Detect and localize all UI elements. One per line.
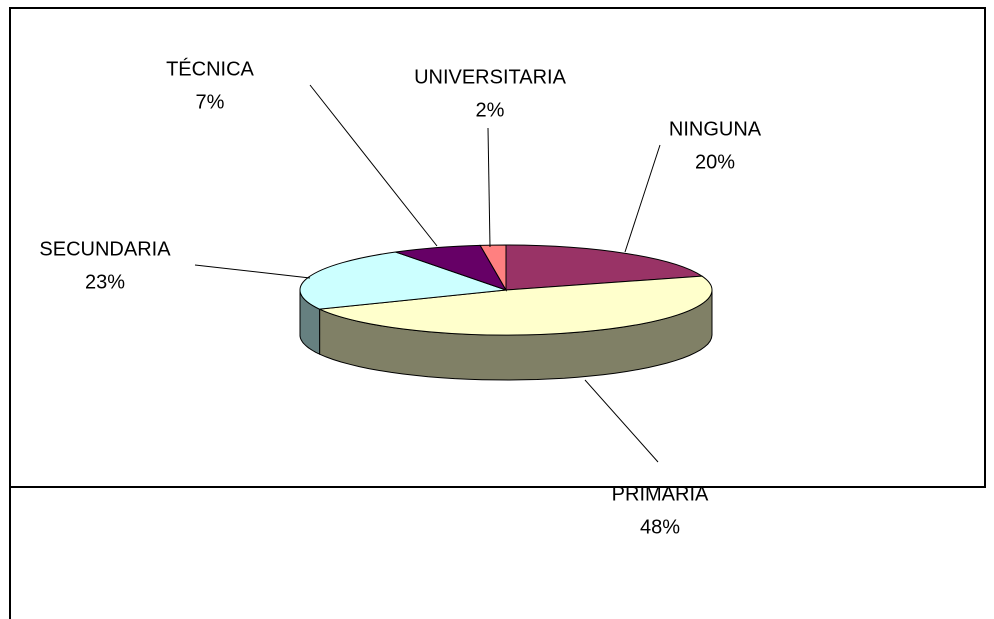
slice-value-label: 2%	[476, 99, 505, 121]
leader-line	[309, 84, 438, 247]
slice-value-label: 20%	[695, 151, 735, 173]
slice	[317, 275, 713, 336]
leader-line	[487, 127, 491, 248]
slice-label: PRIMARIA	[612, 483, 709, 505]
slice-label: SECUNDARIA	[39, 238, 171, 260]
slice-label: NINGUNA	[669, 118, 762, 140]
slice-value-label: 48%	[640, 516, 680, 538]
leader-line	[194, 264, 311, 279]
slice	[505, 244, 704, 291]
slice-label: UNIVERSITARIA	[414, 66, 567, 88]
leader-line	[624, 144, 661, 253]
leader-line	[584, 379, 659, 463]
slice-value-label: 23%	[85, 271, 125, 293]
chart-frame	[9, 7, 986, 488]
slice-label: TÉCNICA	[166, 57, 254, 80]
slice-value-label: 7%	[196, 91, 225, 113]
slice	[479, 244, 507, 292]
